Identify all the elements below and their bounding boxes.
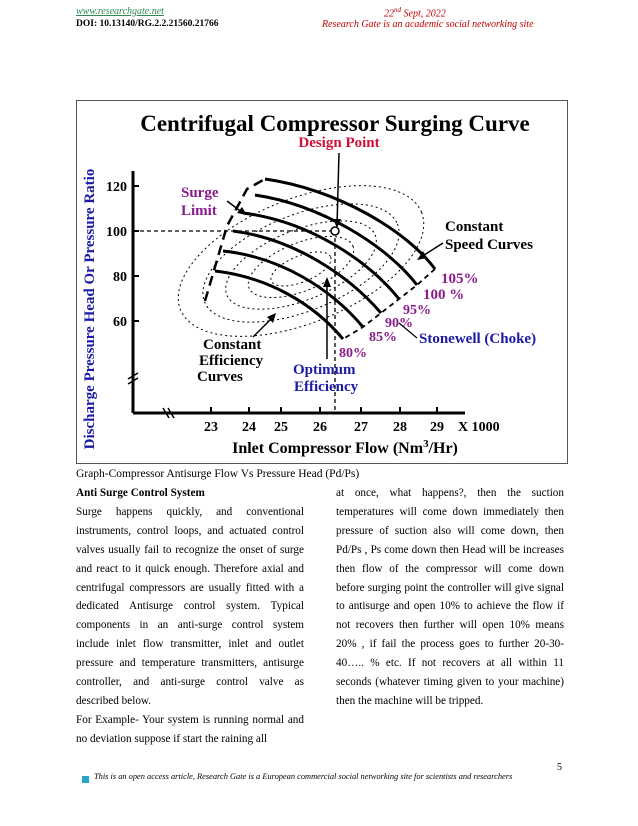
efficiency-label-line1: Constant <box>203 337 261 353</box>
design-point-marker <box>330 226 340 236</box>
chart-title: Centrifugal Compressor Surging Curve <box>140 111 530 136</box>
efficiency-contour <box>270 251 332 287</box>
right-column: at once, what happens?, then the suction… <box>336 484 564 711</box>
efficiency-contour <box>247 235 355 299</box>
doi-text: DOI: 10.13140/RG.2.2.21560.21766 <box>76 19 219 29</box>
date-rest: Sept, 2022 <box>401 8 446 20</box>
section-heading: Anti Surge Control System <box>76 487 205 499</box>
date-day: 22 <box>384 8 394 20</box>
speed-label-85: 85% <box>369 330 397 345</box>
left-paragraph-1: Surge happens quickly, and conventional … <box>76 505 304 707</box>
speed-curve-100 <box>254 193 419 286</box>
axis-break-mark <box>162 407 170 419</box>
axis-break-mark <box>127 372 139 380</box>
y-tick-label: 120 <box>106 180 127 195</box>
y-axis-label: Discharge Pressure Head Or Pressure Rati… <box>82 169 98 450</box>
x-tick-label: 25 <box>274 420 288 435</box>
figure-caption: Graph-Compressor Antisurge Flow Vs Press… <box>76 468 360 480</box>
axis-break-mark <box>167 407 175 419</box>
left-column: Anti Surge Control System Surge happens … <box>76 484 304 749</box>
efficiency-label-line2: Efficiency <box>199 353 264 369</box>
x-multiplier: X 1000 <box>458 420 500 435</box>
x-label-main: Inlet Compressor Flow (Nm <box>232 440 424 457</box>
speed-curve-90 <box>232 229 383 314</box>
speed-label-line1: Constant <box>445 219 503 235</box>
x-tick-label: 28 <box>393 420 407 435</box>
left-paragraph-2: For Example- Your system is running norm… <box>76 713 304 745</box>
efficiency-arrow <box>252 316 274 338</box>
surge-limit-line <box>203 177 266 302</box>
date-suffix: nd <box>394 6 401 14</box>
speed-curve-80 <box>214 269 345 340</box>
x-tick-label: 26 <box>313 420 327 435</box>
header-tagline: Research Gate is an academic social netw… <box>322 19 534 30</box>
arrowhead-icon <box>417 251 427 260</box>
y-tick-label: 60 <box>113 315 127 330</box>
x-tick-label: 24 <box>242 420 256 435</box>
x-label-sup: 3 <box>423 438 429 450</box>
speed-label-95: 95% <box>403 303 431 318</box>
axis-break-mark <box>127 377 139 385</box>
surging-curve-chart: Centrifugal Compressor Surging Curve Dis… <box>82 111 536 457</box>
x-tick-label: 29 <box>430 420 444 435</box>
surge-label-line2: Limit <box>181 203 217 219</box>
x-label-end: /Hr) <box>428 440 458 457</box>
site-link[interactable]: www.researchgate.net <box>76 6 164 17</box>
efficiency-label-line3: Curves <box>197 369 243 385</box>
header-date: 22nd Sept, 2022 <box>384 6 446 19</box>
design-point-arrow <box>336 152 340 226</box>
figure-frame: Centrifugal Compressor Surging Curve Dis… <box>76 100 568 464</box>
x-tick-label: 23 <box>204 420 218 435</box>
arrowhead-icon <box>323 277 331 287</box>
speed-curve-95 <box>242 211 401 300</box>
surge-label-line1: Surge <box>181 185 219 201</box>
speed-label-100: 100 % <box>423 287 464 303</box>
y-tick-label: 100 <box>106 225 127 240</box>
speed-label-105: 105% <box>441 271 479 287</box>
open-access-icon <box>82 776 89 783</box>
speed-curve-85 <box>222 249 365 328</box>
optimum-label-line1: Optimum <box>293 362 356 378</box>
right-paragraph-1: at once, what happens?, then the suction… <box>336 487 564 707</box>
x-axis-label: Inlet Compressor Flow (Nm3/Hr) <box>232 438 458 457</box>
x-tick-label: 27 <box>354 420 368 435</box>
stonewall-label: Stonewell (Choke) <box>419 331 536 347</box>
design-point-label: Design Point <box>298 135 379 151</box>
speed-label-80: 80% <box>339 346 367 361</box>
y-tick-label: 80 <box>113 270 127 285</box>
stonewall-line <box>342 268 436 340</box>
footer-note: This is an open access article, Research… <box>94 772 513 781</box>
speed-label-line2: Speed Curves <box>445 237 533 253</box>
page-number: 5 <box>557 762 562 773</box>
arrowhead-icon <box>333 219 341 228</box>
efficiency-contour <box>202 203 400 323</box>
arrowhead-icon <box>267 313 276 323</box>
efficiency-contour <box>225 220 377 310</box>
arrowhead-icon <box>237 207 247 215</box>
optimum-label-line2: Efficiency <box>294 379 359 395</box>
stonewall-arrow <box>398 322 418 339</box>
